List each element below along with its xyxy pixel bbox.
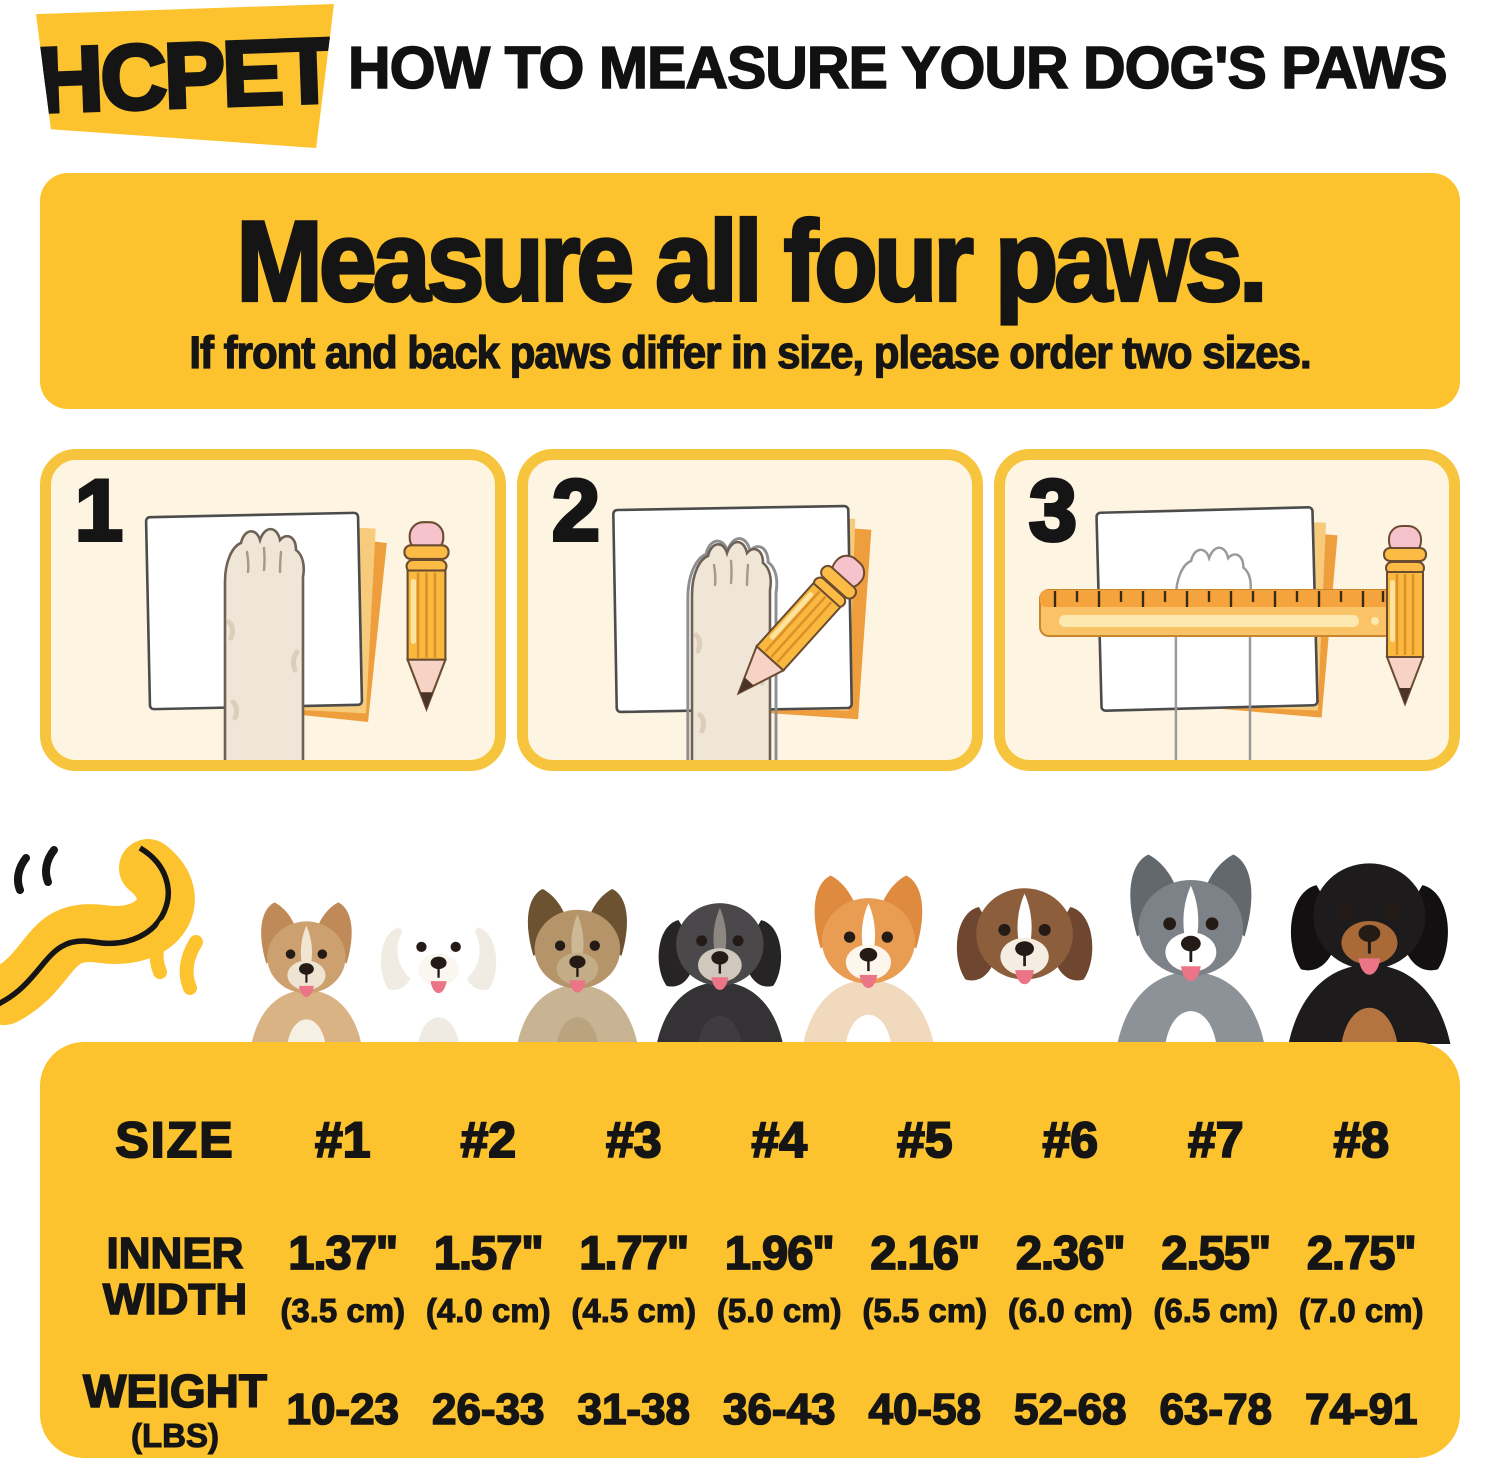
inner-width-cm: (3.5 cm) [280, 1291, 406, 1329]
step-number-1: 1 [73, 463, 125, 559]
size-chart-table: SIZE #1 #2 #3 #4 #5 #6 #7 #8 INNER WIDTH… [40, 1042, 1460, 1458]
size-col-2: #2 [459, 1111, 517, 1169]
rottweiler-photo [1276, 826, 1463, 1044]
inner-width-label-line2: WIDTH [102, 1275, 248, 1324]
weight-label-line1: WEIGHT [82, 1365, 268, 1417]
inner-width-cm: (4.5 cm) [571, 1291, 697, 1329]
weight-col-3: 31-38 [577, 1385, 691, 1436]
inner-width-label-line1: INNER [106, 1228, 245, 1278]
measuring-steps: 1 2 3 [40, 449, 1460, 771]
size-col-3: #3 [605, 1111, 663, 1169]
step-card-2: 2 [517, 449, 983, 771]
step-card-1: 1 [40, 449, 506, 771]
inner-width-col-5: 2.16" (5.5 cm) [852, 1202, 998, 1352]
step-number-2: 2 [550, 463, 602, 559]
inner-width-cm: (6.0 cm) [1007, 1291, 1133, 1329]
size-col-7: #7 [1187, 1111, 1245, 1169]
step-number-3: 3 [1027, 463, 1079, 559]
size-col-1: #1 [314, 1111, 372, 1169]
inner-width-cm: (5.0 cm) [716, 1291, 842, 1329]
size-col-8: #8 [1332, 1111, 1390, 1169]
chihuahua-photo [243, 896, 370, 1044]
weight-col-2: 26-33 [431, 1385, 545, 1436]
weight-col-7: 63-78 [1159, 1385, 1273, 1436]
page-title: HOW TO MEASURE YOUR DOG'S PAWS [347, 34, 1448, 102]
inner-width-inches: 1.37" [287, 1225, 399, 1280]
banner: Measure all four paws. If front and back… [40, 173, 1460, 409]
inner-width-inches: 1.96" [724, 1225, 836, 1280]
weight-row-label: WEIGHT (LBS) [80, 1365, 270, 1455]
weight-col-1: 10-23 [286, 1385, 400, 1436]
inner-width-col-4: 1.96" (5.0 cm) [707, 1202, 853, 1352]
inner-width-col-8: 2.75" (7.0 cm) [1289, 1202, 1435, 1352]
weight-col-6: 52-68 [1013, 1385, 1127, 1436]
paw-on-paper-illustration [144, 511, 450, 760]
inner-width-inches: 1.57" [433, 1225, 545, 1280]
miniature-schnauzer-photo [647, 874, 793, 1044]
size-col-4: #4 [750, 1111, 808, 1169]
step-card-3: 3 [994, 449, 1460, 771]
size-col-5: #5 [896, 1111, 954, 1169]
hcpet-logo: HCPET [36, 4, 334, 148]
bichon-frise-photo [370, 884, 507, 1044]
banner-heading: Measure all four paws. [235, 198, 1269, 326]
inner-width-inches: 2.55" [1160, 1225, 1272, 1280]
inner-width-inches: 1.77" [578, 1225, 690, 1280]
shiba-inu-photo [793, 868, 944, 1044]
weight-label-line2: (LBS) [131, 1416, 220, 1454]
squiggle-decoration-icon [0, 839, 203, 1025]
inner-width-inches: 2.16" [869, 1225, 981, 1280]
hcpet-logo-text: HCPET [34, 18, 336, 134]
inner-width-cm: (5.5 cm) [862, 1291, 988, 1329]
inner-width-col-6: 2.36" (6.0 cm) [998, 1202, 1144, 1352]
size-row-label: SIZE [114, 1111, 235, 1169]
dog-breed-lineup [243, 826, 1463, 1044]
measure-ruler-illustration [1039, 506, 1428, 760]
inner-width-col-7: 2.55" (6.5 cm) [1143, 1202, 1289, 1352]
size-col-6: #6 [1041, 1111, 1099, 1169]
trace-paw-illustration [612, 504, 875, 760]
inner-width-col-1: 1.37" (3.5 cm) [270, 1202, 416, 1352]
inner-width-col-2: 1.57" (4.0 cm) [416, 1202, 562, 1352]
inner-width-col-3: 1.77" (4.5 cm) [561, 1202, 707, 1352]
yorkshire-terrier-photo [508, 882, 647, 1044]
weight-col-5: 40-58 [868, 1385, 982, 1436]
husky-photo [1106, 846, 1276, 1044]
inner-width-cm: (6.5 cm) [1153, 1291, 1279, 1329]
banner-subheading: If front and back paws differ in size, p… [189, 326, 1313, 378]
inner-width-inches: 2.36" [1015, 1225, 1127, 1280]
inner-width-row-label: INNER WIDTH [80, 1202, 270, 1352]
inner-width-cm: (4.0 cm) [425, 1291, 551, 1329]
inner-width-cm: (7.0 cm) [1298, 1291, 1424, 1329]
weight-col-4: 36-43 [722, 1385, 836, 1436]
australian-shepherd-photo [944, 856, 1105, 1044]
weight-col-8: 74-91 [1304, 1385, 1418, 1436]
inner-width-inches: 2.75" [1306, 1225, 1418, 1280]
